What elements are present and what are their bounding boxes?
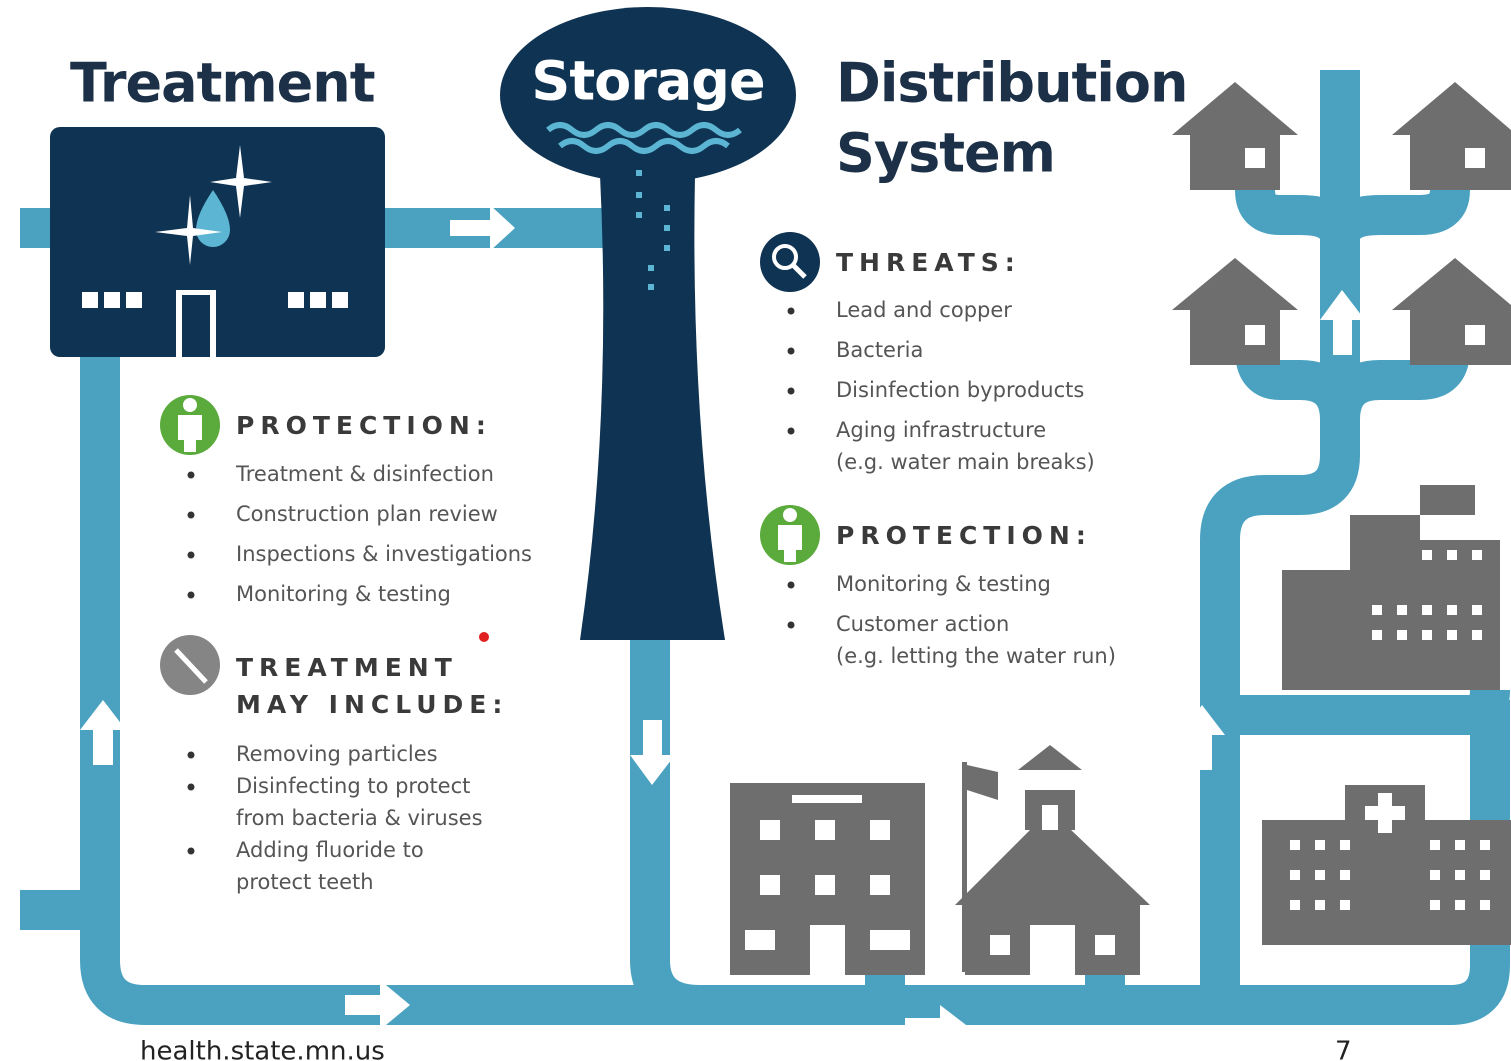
list-item: Construction plan review bbox=[236, 502, 498, 526]
list-item: (e.g. letting the water run) bbox=[836, 644, 1116, 668]
magnifier bbox=[772, 244, 798, 270]
distribution-title: System bbox=[836, 122, 1055, 185]
arrow bbox=[1320, 290, 1365, 355]
pipes bbox=[20, 70, 1510, 1025]
page-number: 7 bbox=[1335, 1037, 1352, 1061]
person bbox=[178, 398, 202, 452]
pipe bbox=[1200, 70, 1360, 1005]
list-item: Customer action bbox=[836, 612, 1009, 636]
section-heading: PROTECTION: bbox=[236, 411, 492, 440]
arrow bbox=[630, 720, 675, 785]
arrow bbox=[450, 205, 515, 251]
list-item: protect teeth bbox=[236, 870, 374, 894]
arrow bbox=[80, 700, 126, 765]
buildings bbox=[730, 485, 1511, 975]
bullet bbox=[187, 471, 195, 479]
bullet bbox=[787, 581, 795, 589]
list-item: Adding fluoride to bbox=[236, 838, 424, 862]
column bbox=[580, 175, 725, 640]
bullet bbox=[787, 307, 795, 315]
pipe bbox=[80, 330, 1510, 1025]
threats-icon bbox=[760, 232, 820, 292]
bullet bbox=[787, 347, 795, 355]
section-heading: THREATS: bbox=[836, 248, 1021, 277]
icons bbox=[160, 232, 820, 695]
list-item: from bacteria & viruses bbox=[236, 806, 483, 830]
arrow bbox=[905, 1005, 970, 1050]
section-heading: TREATMENT bbox=[236, 653, 458, 682]
school-windows bbox=[990, 805, 1115, 975]
bullet bbox=[187, 847, 195, 855]
pipe bbox=[1220, 688, 1510, 735]
list-item: Treatment & disinfection bbox=[235, 462, 494, 486]
water bbox=[546, 122, 742, 154]
arrow bbox=[1180, 705, 1225, 770]
list-item: Monitoring & testing bbox=[236, 582, 451, 606]
list-item: Aging infrastructure bbox=[836, 418, 1046, 442]
bullet bbox=[187, 511, 195, 519]
storage-title: Storage bbox=[531, 50, 764, 113]
sparkles bbox=[155, 145, 272, 265]
bullet bbox=[787, 387, 795, 395]
footer-url: health.state.mn.us bbox=[140, 1037, 385, 1061]
arrow bbox=[345, 980, 410, 1030]
person bbox=[778, 508, 802, 562]
list-item: Removing particles bbox=[236, 742, 438, 766]
treatment-plant bbox=[50, 127, 385, 358]
hospital-windows bbox=[1290, 793, 1490, 910]
bullet bbox=[787, 621, 795, 629]
bubbles bbox=[636, 170, 670, 290]
windows bbox=[82, 290, 348, 358]
list-item: (e.g. water main breaks) bbox=[836, 450, 1095, 474]
treatment-title: Treatment bbox=[70, 52, 375, 115]
section-heading: MAY INCLUDE: bbox=[236, 690, 508, 719]
factory bbox=[1282, 485, 1500, 690]
list-item: Bacteria bbox=[836, 338, 923, 362]
list-item: Lead and copper bbox=[836, 298, 1012, 322]
storage-tower bbox=[500, 7, 796, 640]
bullet bbox=[187, 591, 195, 599]
list-item: Disinfecting to protect bbox=[236, 774, 470, 798]
pipe bbox=[630, 620, 701, 1025]
bullet bbox=[187, 783, 195, 791]
houses bbox=[1172, 82, 1511, 365]
list-item: Disinfection byproducts bbox=[836, 378, 1084, 402]
distribution-title: Distribution bbox=[836, 52, 1187, 115]
bullet bbox=[187, 551, 195, 559]
arrows bbox=[80, 205, 1365, 1050]
dot bbox=[479, 632, 489, 642]
office-windows bbox=[745, 795, 910, 975]
bullet bbox=[187, 751, 195, 759]
pipe bbox=[1320, 170, 1470, 243]
school bbox=[955, 745, 1150, 975]
bullet bbox=[787, 427, 795, 435]
magnifier-handle bbox=[791, 263, 807, 279]
list-item: Inspections & investigations bbox=[236, 542, 532, 566]
list-item: Monitoring & testing bbox=[836, 572, 1051, 596]
wrench bbox=[174, 648, 208, 684]
section-heading: PROTECTION: bbox=[836, 521, 1092, 550]
